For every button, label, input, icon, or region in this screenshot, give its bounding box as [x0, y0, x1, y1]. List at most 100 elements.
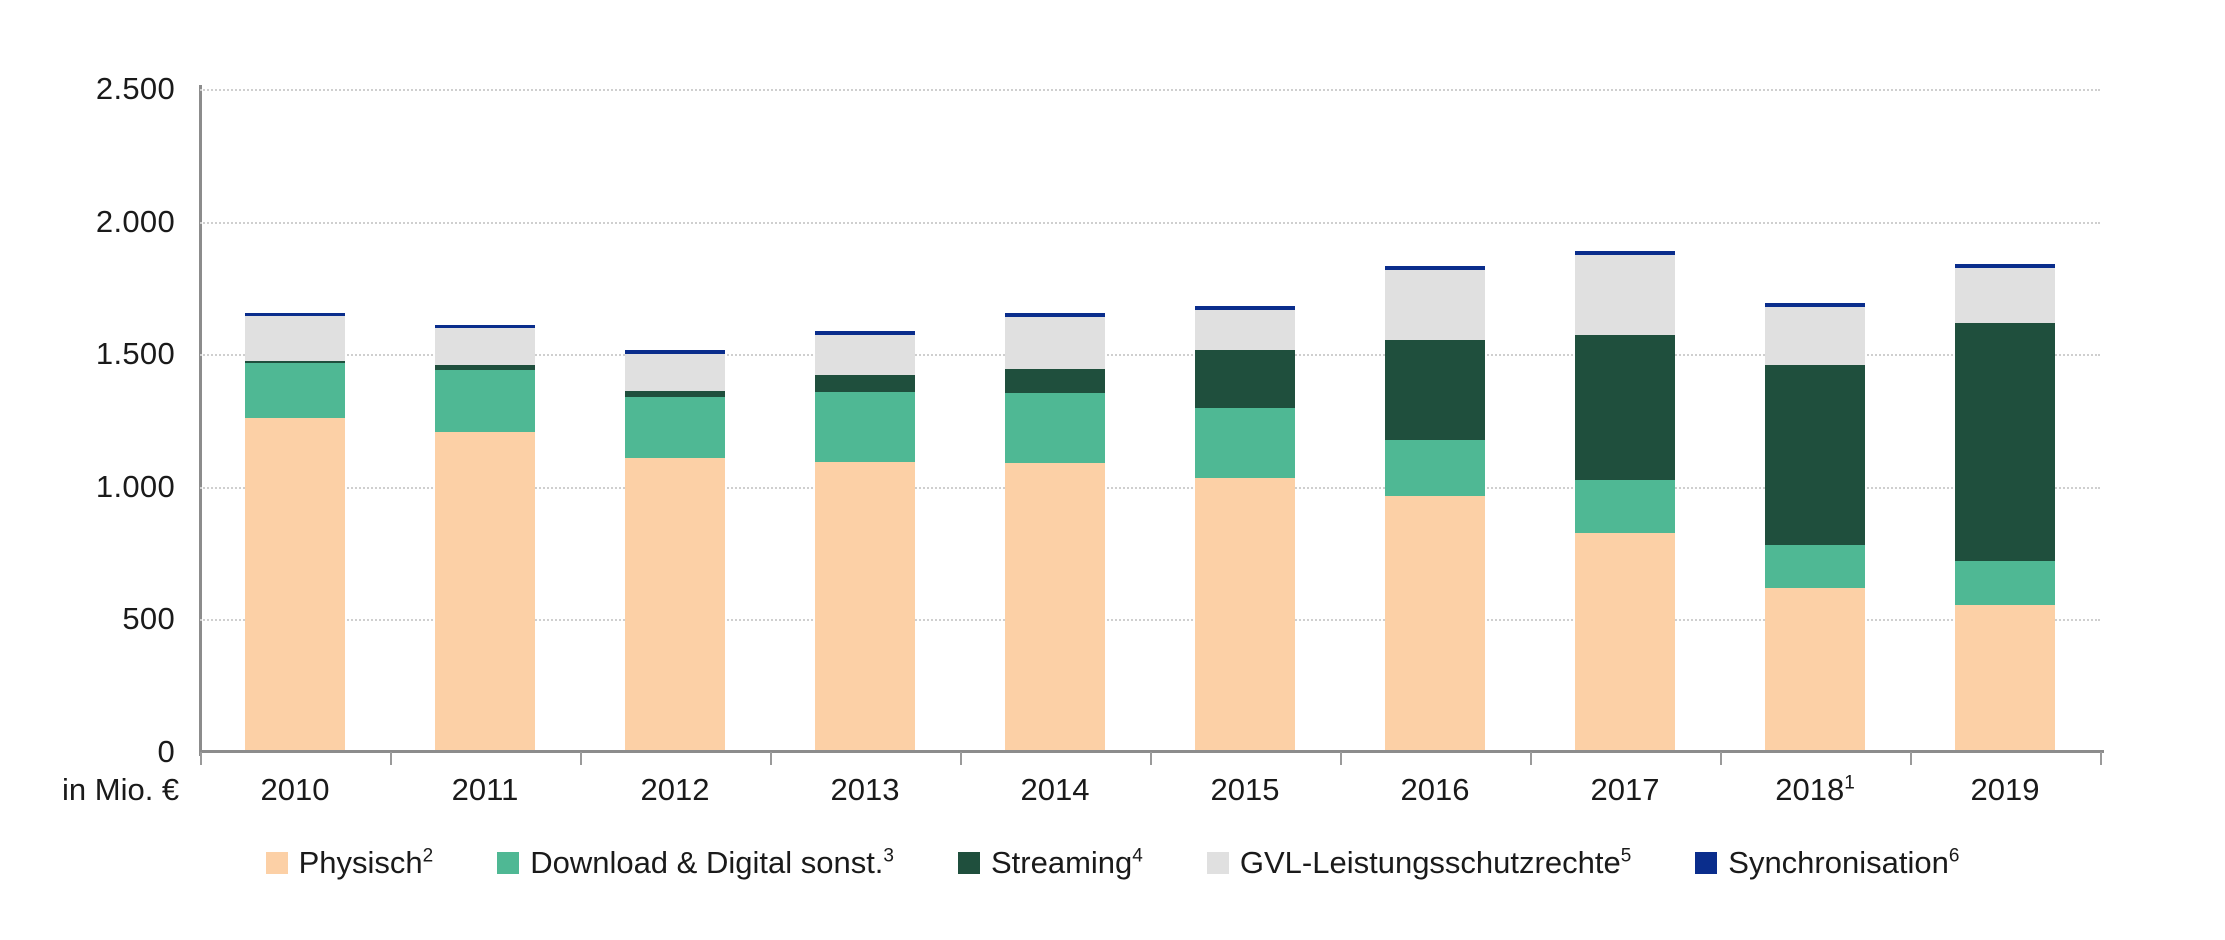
bar-group[interactable] — [1385, 89, 1485, 752]
bar-segment[interactable] — [1955, 604, 2055, 752]
bar-segment[interactable] — [1005, 317, 1105, 370]
bar-segment[interactable] — [1575, 255, 1675, 336]
legend-swatch-icon — [265, 852, 288, 874]
gridline — [200, 221, 2100, 224]
bar-group[interactable] — [1575, 89, 1675, 752]
bar-group[interactable] — [1955, 89, 2055, 752]
bar-group[interactable] — [245, 89, 345, 752]
bar-group[interactable] — [1005, 89, 1105, 752]
x-axis-label: 2012 — [640, 772, 710, 807]
legend-label: Download & Digital sonst.3 — [530, 845, 894, 880]
legend-swatch-icon — [1695, 852, 1718, 874]
bar-segment[interactable] — [1195, 408, 1295, 478]
legend-item[interactable]: Streaming4 — [958, 845, 1143, 881]
bar-segment[interactable] — [435, 328, 535, 366]
bar-segment[interactable] — [1575, 480, 1675, 534]
bar-segment[interactable] — [435, 365, 535, 371]
legend-item[interactable]: Physisch2 — [265, 845, 434, 881]
bar-segment[interactable] — [1955, 322, 2055, 562]
bar-segment[interactable] — [625, 457, 725, 752]
bar-group[interactable] — [815, 89, 915, 752]
legend-label-footnote: 6 — [1948, 845, 1960, 867]
bar-segment[interactable] — [1575, 533, 1675, 752]
legend-label: Physisch2 — [298, 845, 434, 880]
x-tick-mark — [770, 752, 772, 765]
x-axis-label: 2013 — [830, 772, 900, 807]
bar-segment[interactable] — [1385, 269, 1485, 341]
bar-segment[interactable] — [1575, 335, 1675, 481]
bar-segment[interactable] — [1005, 392, 1105, 463]
bar-segment[interactable] — [1005, 313, 1105, 318]
x-tick-mark — [1910, 752, 1912, 765]
bar-segment[interactable] — [815, 375, 915, 393]
bar-segment[interactable] — [435, 370, 535, 433]
x-axis-label: 2015 — [1210, 772, 1280, 807]
bar-segment[interactable] — [1765, 302, 1865, 307]
bar-group[interactable] — [1195, 89, 1295, 752]
bar-segment[interactable] — [1575, 251, 1675, 256]
bar-segment[interactable] — [245, 361, 345, 364]
bar-segment[interactable] — [1765, 365, 1865, 546]
bar-segment[interactable] — [435, 324, 535, 329]
bar-group[interactable] — [435, 89, 535, 752]
y-tick-label: 500 — [122, 601, 175, 637]
legend-item[interactable]: Synchronisation6 — [1695, 845, 1959, 881]
legend-item[interactable]: Download & Digital sonst.3 — [497, 845, 894, 881]
bar-segment[interactable] — [625, 391, 725, 398]
legend-swatch-icon — [497, 852, 520, 874]
bar-segment[interactable] — [1385, 440, 1485, 497]
legend-label-footnote: 2 — [422, 845, 434, 867]
x-axis-label: 2017 — [1590, 772, 1660, 807]
bar-segment[interactable] — [1385, 265, 1485, 270]
bar-segment[interactable] — [1195, 349, 1295, 409]
bar-segment[interactable] — [625, 397, 725, 458]
bar-segment[interactable] — [245, 418, 345, 752]
x-axis-label-footnote: 1 — [1844, 772, 1855, 794]
x-tick-mark — [1150, 752, 1152, 765]
bar-segment[interactable] — [1955, 268, 2055, 323]
y-tick-label: 2.500 — [95, 71, 175, 106]
bar-segment[interactable] — [1385, 496, 1485, 752]
bar-segment[interactable] — [1005, 369, 1105, 393]
bar-group[interactable] — [625, 89, 725, 752]
bar-segment[interactable] — [1195, 306, 1295, 311]
bar-segment[interactable] — [1955, 264, 2055, 269]
chart-legend: Physisch2 Download & Digital sonst.3 Strea… — [0, 845, 2225, 881]
bar-segment[interactable] — [625, 349, 725, 354]
x-axis-label: 2014 — [1020, 772, 1090, 807]
y-axis-line — [199, 85, 202, 756]
x-tick-mark — [1720, 752, 1722, 765]
bar-segment[interactable] — [1385, 340, 1485, 441]
bar-segment[interactable] — [435, 432, 535, 752]
bar-segment[interactable] — [1195, 477, 1295, 752]
gridline — [200, 89, 2100, 91]
bar-segment[interactable] — [245, 363, 345, 419]
bar-segment[interactable] — [245, 316, 345, 362]
x-tick-mark — [390, 752, 392, 765]
gridline — [200, 354, 2100, 357]
x-axis-label: 2011 — [451, 772, 519, 807]
x-tick-mark — [1340, 752, 1342, 765]
bar-segment[interactable] — [625, 353, 725, 392]
plot-area — [200, 89, 2100, 752]
bar-segment[interactable] — [245, 312, 345, 317]
bar-segment[interactable] — [815, 461, 915, 752]
bar-segment[interactable] — [1765, 306, 1865, 366]
x-tick-mark — [1530, 752, 1532, 765]
bar-segment[interactable] — [1195, 310, 1295, 350]
x-axis-label: 2010 — [260, 772, 330, 807]
bar-series-container — [200, 89, 2100, 752]
bar-segment[interactable] — [815, 331, 915, 336]
bar-segment[interactable] — [1765, 545, 1865, 588]
bar-segment[interactable] — [1955, 561, 2055, 605]
bar-segment[interactable] — [1765, 587, 1865, 752]
x-axis-label: 2016 — [1400, 772, 1470, 807]
x-tick-mark — [580, 752, 582, 765]
legend-item[interactable]: GVL-Leistungsschutzrechte5 — [1206, 845, 1631, 881]
bar-segment[interactable] — [815, 392, 915, 462]
legend-label-footnote: 4 — [1132, 845, 1143, 867]
bar-segment[interactable] — [815, 335, 915, 376]
bar-segment[interactable] — [1005, 462, 1105, 752]
bar-group[interactable] — [1765, 89, 1865, 752]
